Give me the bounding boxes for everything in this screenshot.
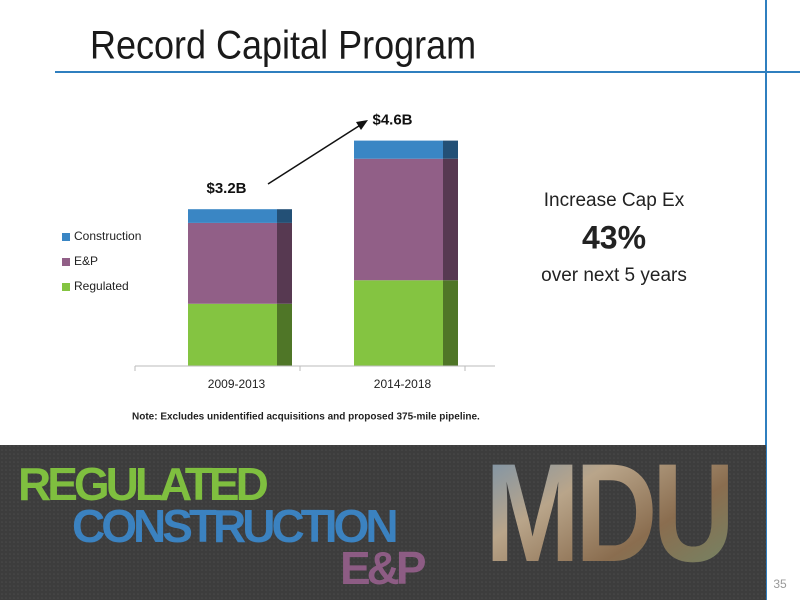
- footer-edge: [767, 445, 800, 600]
- legend-swatch: [62, 233, 70, 241]
- growth-arrow: [267, 123, 363, 185]
- legend-swatch: [62, 283, 70, 291]
- footer-word: E&P: [340, 542, 426, 594]
- bar-segment: [188, 222, 277, 304]
- total-label: $3.2B: [206, 180, 246, 197]
- bar-side: [443, 280, 458, 366]
- callout-line: over next 5 years: [541, 265, 687, 286]
- footer-band: [0, 445, 766, 600]
- bar-segment: [354, 158, 443, 281]
- footer-word: REGULATED: [18, 458, 268, 510]
- logo: MDU: [485, 434, 730, 591]
- footer-word: CONSTRUCTION: [72, 500, 396, 552]
- bar-side: [277, 303, 292, 366]
- callout-line: Increase Cap Ex: [544, 190, 685, 211]
- x-tick-label: 2009-2013: [208, 377, 266, 391]
- bar-side: [277, 209, 292, 223]
- total-label: $4.6B: [372, 112, 412, 129]
- legend-swatch: [62, 258, 70, 266]
- callout-value: 43%: [582, 219, 646, 255]
- note: Note: Excludes unidentified acquisitions…: [132, 412, 480, 423]
- bar-segment: [354, 140, 443, 159]
- legend-label: Regulated: [74, 279, 129, 293]
- bar-segment: [188, 303, 277, 366]
- legend-label: E&P: [74, 254, 98, 268]
- chart: $3.2B 2009-2013 $4.6B 2014-2018 Regulated E&P…: [62, 112, 495, 391]
- bar-side: [443, 140, 458, 159]
- legend-label: Construction: [74, 229, 141, 243]
- bar-segment: [188, 209, 277, 223]
- bar-segment: [354, 280, 443, 366]
- bar-side: [277, 222, 292, 304]
- arrow-head: [356, 120, 368, 130]
- page-number: 35: [773, 577, 787, 591]
- x-tick-label: 2014-2018: [374, 377, 432, 391]
- slide-title: Record Capital Program: [90, 24, 476, 68]
- bar-side: [443, 158, 458, 281]
